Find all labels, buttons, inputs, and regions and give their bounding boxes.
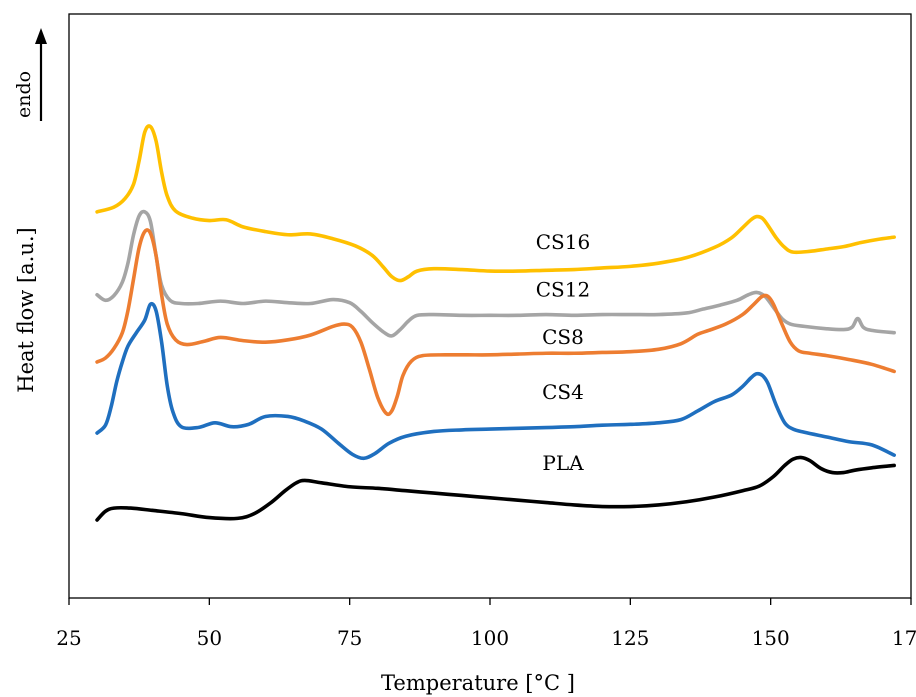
- series-label-cs16: CS16: [536, 230, 590, 254]
- x-axis-title: Temperature [°C ]: [381, 671, 575, 695]
- series-label-cs4: CS4: [542, 380, 584, 404]
- y-axis-title: Heat flow [a.u.]: [14, 227, 38, 392]
- x-tick-label: 75: [337, 626, 362, 650]
- x-tick-label: 25: [56, 626, 81, 650]
- series-label-pla: PLA: [542, 451, 584, 475]
- series-line-cs12: [95, 209, 896, 338]
- series-line-cs16: [95, 124, 896, 283]
- endo-annotation: endo: [13, 28, 47, 121]
- series-labels: CS16 CS12 CS8 CS4 PLA: [536, 230, 590, 475]
- x-tick-label: 175: [892, 626, 916, 650]
- x-tick-label: 100: [471, 626, 509, 650]
- series-label-cs12: CS12: [536, 277, 590, 301]
- endo-arrow-head: [35, 28, 47, 44]
- plot-area: [68, 13, 912, 599]
- series-line-cs4: [95, 301, 896, 461]
- series-label-cs8: CS8: [542, 325, 584, 349]
- x-tick-label: 150: [752, 626, 790, 650]
- series-line-pla: [95, 455, 896, 522]
- endo-label: endo: [13, 71, 35, 118]
- x-tick-label: 50: [197, 626, 222, 650]
- series-line-cs8: [95, 228, 896, 417]
- series-layer: [95, 124, 896, 522]
- x-tick-label: 125: [611, 626, 649, 650]
- x-axis: 25 50 75 100 125 150 175: [56, 598, 916, 650]
